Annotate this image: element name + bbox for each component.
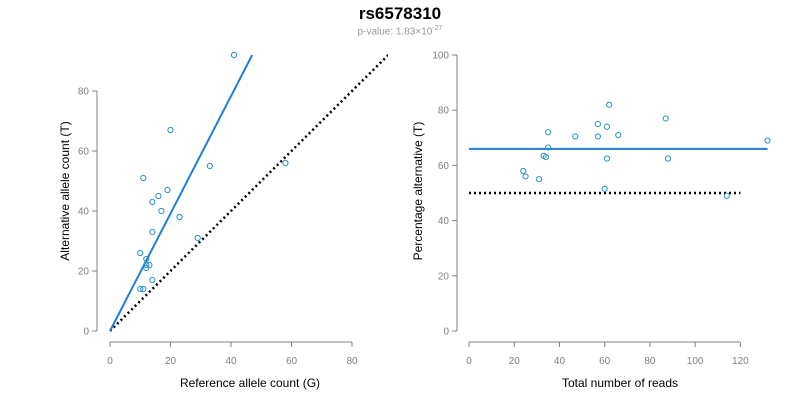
data-point xyxy=(536,176,543,183)
p-value-text: p-value: 1.83×10 xyxy=(357,26,433,38)
x-tick-label: 40 xyxy=(225,356,237,367)
y-tick-label: 60 xyxy=(438,161,450,172)
data-point xyxy=(522,173,529,180)
data-points xyxy=(520,101,771,199)
y-tick-label: 0 xyxy=(83,327,89,338)
x-tick-label: 80 xyxy=(346,356,358,367)
x-tick-label: 120 xyxy=(732,356,749,367)
data-point xyxy=(542,154,549,161)
y-tick-label: 40 xyxy=(438,216,450,227)
data-point xyxy=(606,101,613,108)
data-point xyxy=(664,155,672,162)
chart-subtitle: p-value: 1.83×10-27 xyxy=(0,25,800,37)
data-point xyxy=(194,234,201,242)
y-tick-label: 0 xyxy=(443,327,449,338)
data-point xyxy=(206,162,213,170)
x-tick-label: 60 xyxy=(599,356,611,367)
x-tick-label: 100 xyxy=(687,356,704,367)
x-axis: 0 20 40 60 80 xyxy=(107,341,358,367)
scatter-panel-percentage: 0 20 40 60 80 100 120 0 20 40 60 80 100 Total number … xyxy=(411,51,771,390)
data-point xyxy=(149,198,156,206)
y-axis: 0 20 40 60 80 xyxy=(78,87,98,338)
data-point xyxy=(143,264,150,272)
data-point xyxy=(143,261,150,269)
data-point xyxy=(601,185,608,192)
fit-line xyxy=(109,54,254,332)
data-point xyxy=(164,186,171,194)
y-axis-title: Alternative allele count (T) xyxy=(58,121,72,260)
data-point xyxy=(230,51,238,59)
reference-line xyxy=(109,54,388,332)
data-point xyxy=(167,126,174,134)
y-tick-label: 60 xyxy=(78,147,90,158)
x-axis: 0 20 40 60 80 100 120 xyxy=(466,341,749,367)
data-point xyxy=(149,276,156,284)
data-point xyxy=(520,167,527,175)
y-tick-label: 100 xyxy=(432,51,449,62)
x-tick-label: 20 xyxy=(509,356,521,367)
data-point xyxy=(137,249,144,257)
y-tick-label: 40 xyxy=(78,207,90,218)
data-point xyxy=(140,174,147,182)
data-point xyxy=(594,133,602,140)
x-tick-label: 20 xyxy=(165,356,177,367)
data-point xyxy=(545,129,552,136)
x-tick-label: 0 xyxy=(107,356,113,367)
data-point xyxy=(143,255,150,263)
data-point xyxy=(594,120,602,128)
chart-title: rs6578310 xyxy=(358,4,442,23)
x-tick-label: 40 xyxy=(554,356,566,367)
data-point xyxy=(545,144,552,151)
data-point xyxy=(723,192,730,199)
data-point xyxy=(140,285,147,293)
data-point xyxy=(137,285,144,293)
data-point xyxy=(662,115,669,122)
y-tick-label: 80 xyxy=(78,87,90,98)
data-point xyxy=(176,213,183,221)
scatter-panel-allele-counts: 0 20 40 60 80 0 20 40 60 80 Reference allele count… xyxy=(58,51,388,390)
x-axis-title: Reference allele count (G) xyxy=(180,376,320,390)
y-tick-label: 80 xyxy=(438,106,450,117)
x-tick-label: 60 xyxy=(286,356,298,367)
data-point xyxy=(603,155,611,162)
data-point xyxy=(149,228,156,236)
data-point xyxy=(615,131,622,139)
x-tick-label: 80 xyxy=(644,356,656,367)
y-axis: 0 20 40 60 80 100 xyxy=(432,51,458,338)
trend-lines xyxy=(109,54,388,332)
data-points xyxy=(137,51,289,293)
data-point xyxy=(572,133,579,140)
data-point xyxy=(158,207,165,215)
trend-lines xyxy=(469,147,768,195)
x-axis-title: Total number of reads xyxy=(562,376,678,390)
y-axis-title: Percentage alternative (T) xyxy=(411,122,425,261)
p-value-exponent: -27 xyxy=(432,25,443,32)
x-tick-label: 0 xyxy=(466,356,472,367)
y-tick-label: 20 xyxy=(78,267,90,278)
data-point xyxy=(282,159,289,167)
y-tick-label: 20 xyxy=(438,271,450,282)
data-point xyxy=(603,123,611,130)
data-point xyxy=(155,192,162,200)
data-point xyxy=(764,137,771,144)
